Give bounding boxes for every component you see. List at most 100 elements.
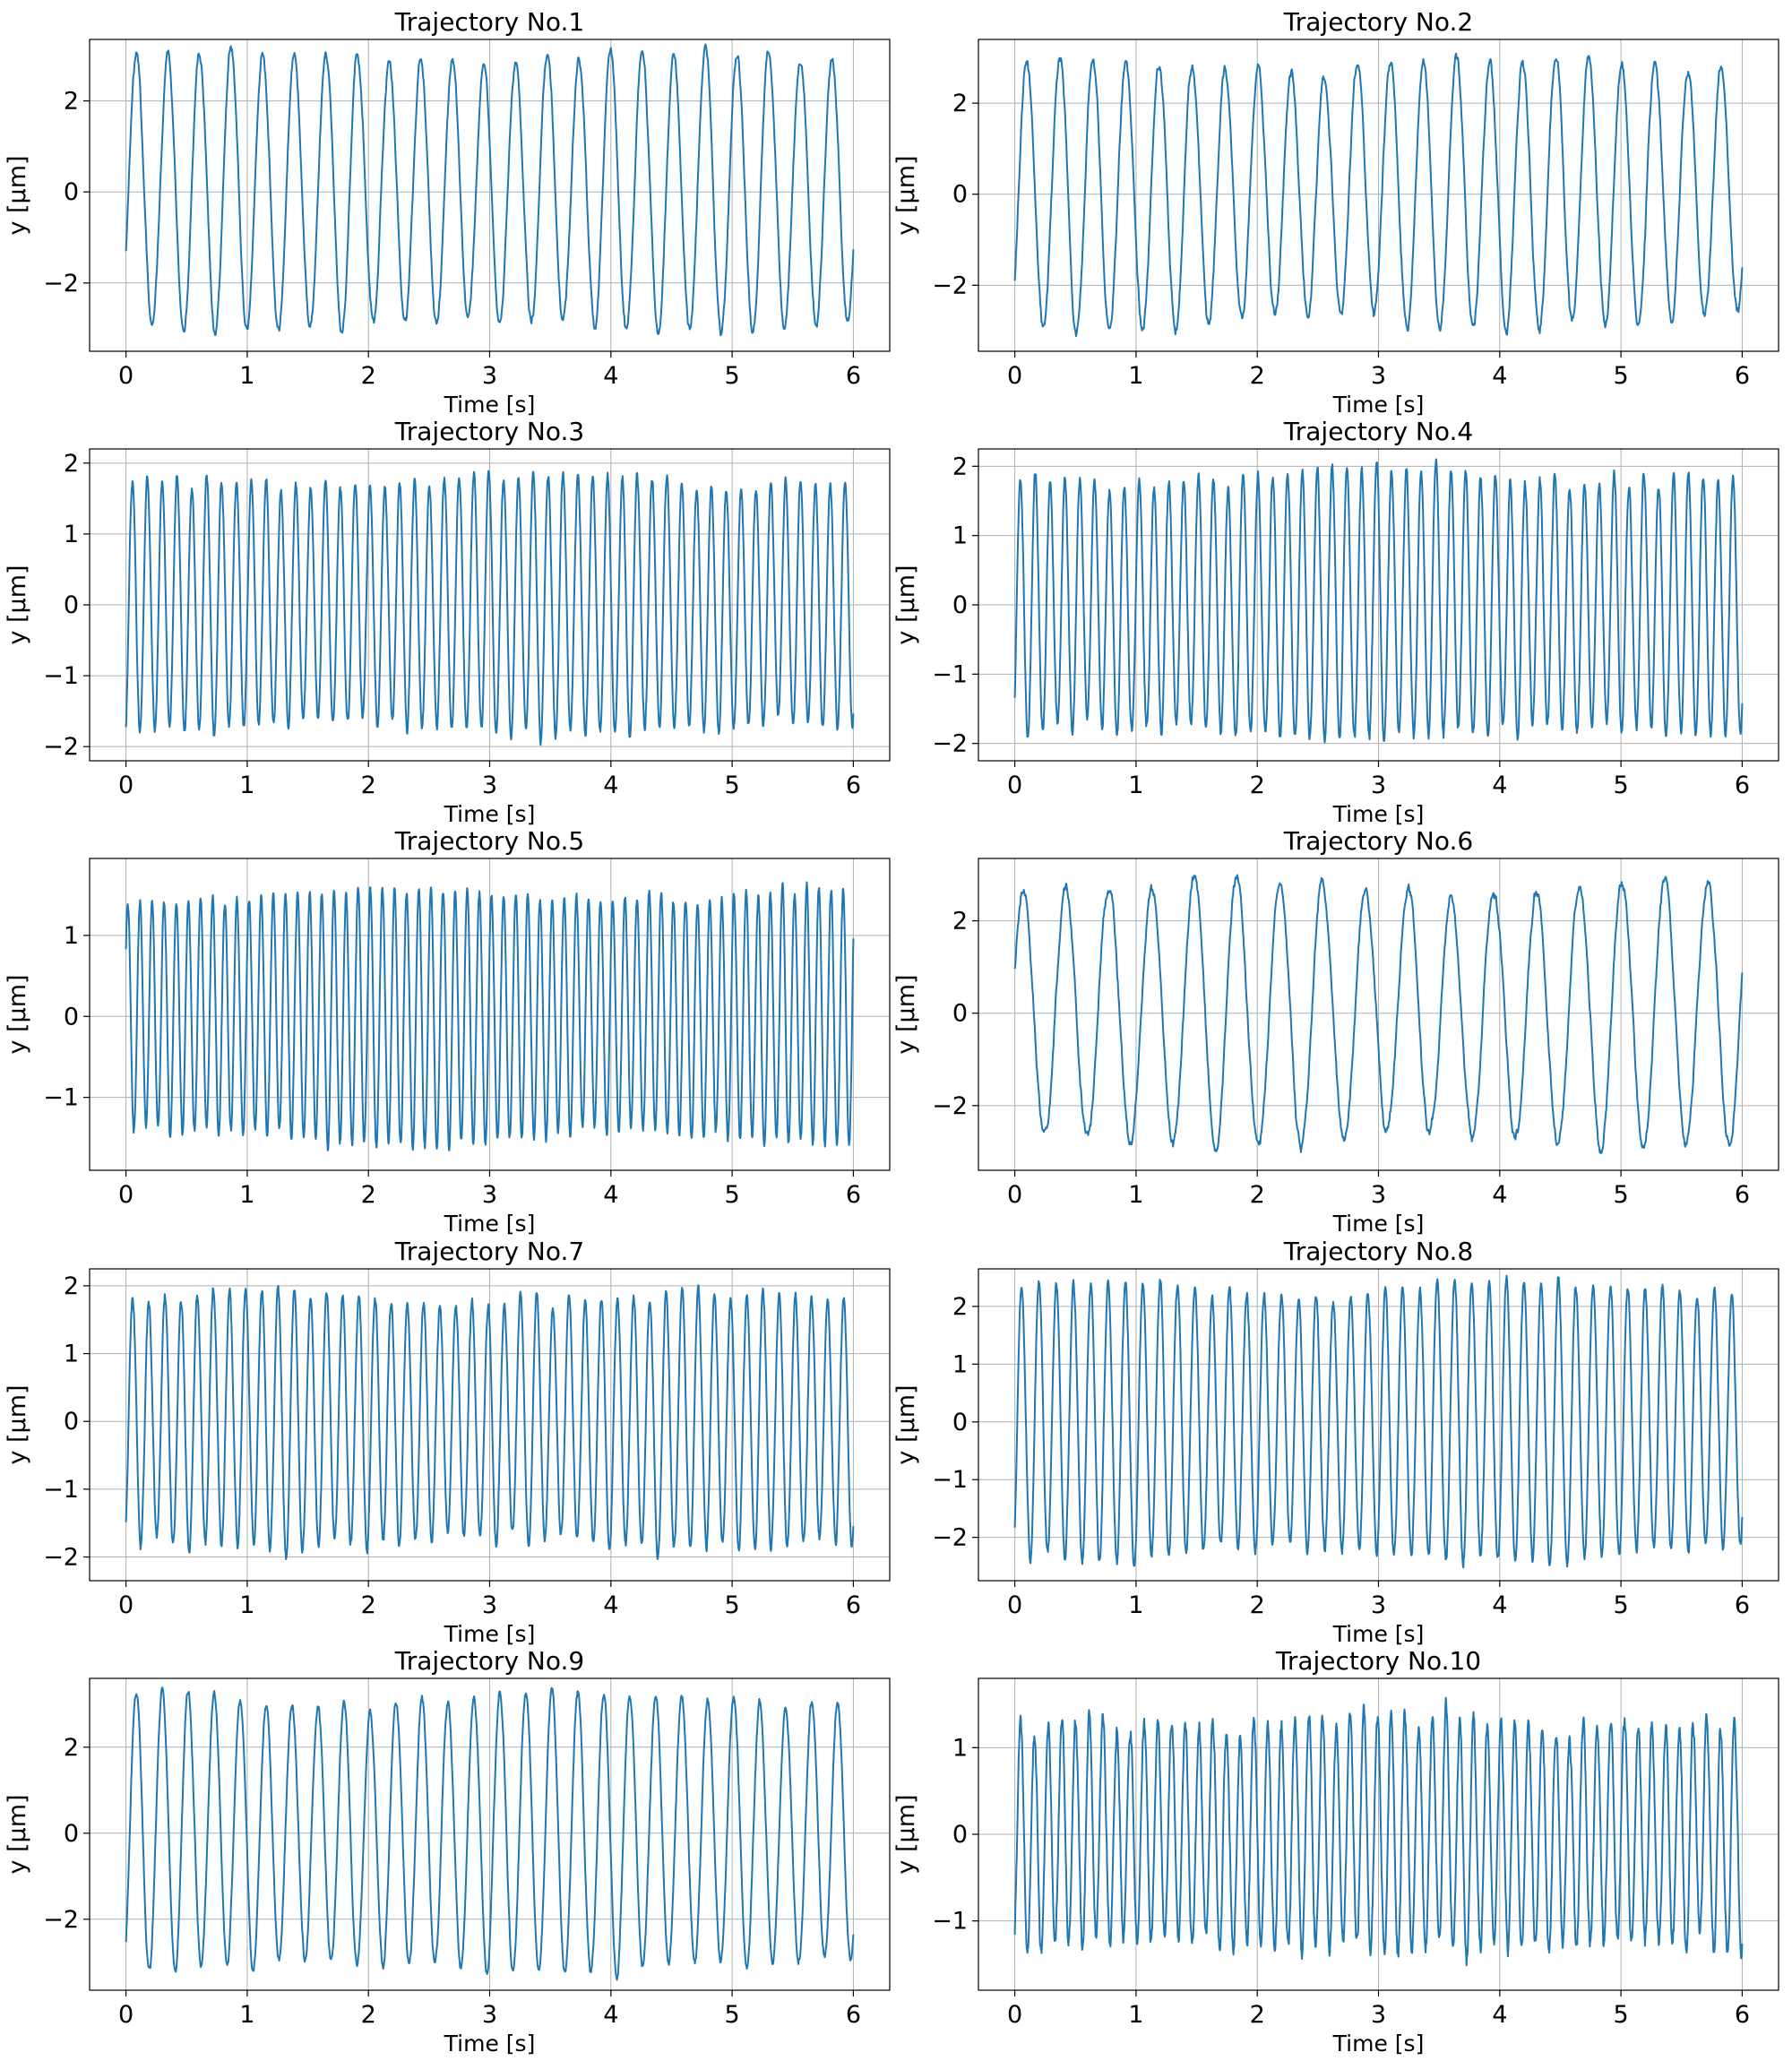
y-tick-label: 2: [952, 908, 968, 936]
x-tick-label: 5: [1614, 1181, 1629, 1209]
series-line: [125, 881, 855, 1151]
x-tick-label: 6: [846, 1591, 861, 1619]
x-axis-label: Time [s]: [444, 392, 536, 418]
y-tick-label: 0: [64, 1003, 79, 1030]
x-tick-label: 1: [1128, 1181, 1143, 1209]
x-axis-label: Time [s]: [1332, 392, 1425, 418]
x-tick-label: 2: [361, 2001, 376, 2029]
x-tick-label: 1: [239, 772, 254, 799]
x-tick-label: 4: [1492, 1591, 1507, 1619]
y-tick-label: 0: [952, 1821, 968, 1849]
x-tick-label: 5: [1614, 1591, 1629, 1619]
x-tick-label: 6: [1735, 362, 1750, 390]
x-tick-label: 5: [725, 2001, 740, 2029]
y-axis-label: y [μm]: [892, 565, 920, 644]
chart-title: Trajectory No.4: [1283, 417, 1473, 446]
x-tick-label: 5: [725, 362, 740, 390]
x-tick-label: 2: [361, 772, 376, 799]
x-axis-label: Time [s]: [444, 2031, 536, 2057]
y-axis-label: y [μm]: [892, 155, 920, 235]
subplot-5: 0 1 2 3 4 5 6 −1 0 1 Trajectory No.5 Time [s] y [μm]: [4, 826, 891, 1237]
y-tick-label: 0: [64, 1820, 79, 1848]
y-tick-label: 0: [952, 591, 968, 619]
y-axis-label: y [μm]: [4, 974, 31, 1054]
chart-title: Trajectory No.3: [394, 417, 584, 446]
y-axis-label: y [μm]: [4, 1794, 31, 1874]
series-line: [1013, 1696, 1744, 1967]
x-tick-label: 3: [1371, 1181, 1386, 1209]
x-tick-label: 6: [1735, 2001, 1750, 2029]
y-tick-label: 0: [64, 1408, 79, 1436]
y-tick-label: 0: [952, 1409, 968, 1436]
series-line: [125, 1284, 855, 1560]
x-tick-label: 0: [118, 1591, 134, 1619]
y-tick-label: −1: [932, 660, 968, 688]
chart-title: Trajectory No.8: [1283, 1237, 1473, 1266]
x-axis-label: Time [s]: [1332, 2031, 1425, 2057]
subplot-6: 0 1 2 3 4 5 6 −2 0 2 Trajectory No.6 Time [s] y [μm]: [892, 826, 1779, 1237]
y-tick-label: −1: [43, 662, 79, 690]
subplot-8: 0 1 2 3 4 5 6 −2 −1 0 1 2 Trajectory No.8 Time [s] y […: [892, 1237, 1779, 1647]
x-tick-label: 4: [603, 2001, 618, 2029]
x-tick-label: 1: [239, 2001, 254, 2029]
x-tick-label: 6: [1735, 772, 1750, 799]
x-tick-label: 6: [1735, 1591, 1750, 1619]
chart-title: Trajectory No.7: [394, 1237, 584, 1266]
y-tick-label: −1: [43, 1476, 79, 1504]
y-tick-label: 1: [64, 521, 79, 548]
series-line: [1013, 874, 1744, 1154]
x-axis-label: Time [s]: [1332, 1211, 1425, 1237]
x-tick-label: 1: [239, 1181, 254, 1209]
subplot-2: 0 1 2 3 4 5 6 −2 0 2 Trajectory No.2 Time [s] y [μm]: [892, 7, 1779, 418]
chart-title: Trajectory No.9: [394, 1646, 584, 1676]
x-tick-label: 3: [482, 2001, 497, 2029]
x-tick-label: 0: [1007, 1181, 1022, 1209]
x-axis-label: Time [s]: [1332, 801, 1425, 827]
x-tick-label: 3: [1371, 1591, 1386, 1619]
y-tick-label: −1: [43, 1084, 79, 1112]
y-tick-label: 2: [64, 88, 79, 116]
x-tick-label: 6: [1735, 1181, 1750, 1209]
series-line: [125, 470, 855, 746]
y-tick-label: −2: [43, 1906, 79, 1934]
x-tick-label: 3: [482, 362, 497, 390]
x-tick-label: 5: [1614, 772, 1629, 799]
series-line: [1013, 1274, 1744, 1569]
x-tick-label: 4: [1492, 2001, 1507, 2029]
subplot-4: 0 1 2 3 4 5 6 −2 −1 0 1 2 Trajectory No.4 Time [s] y […: [892, 417, 1779, 827]
y-tick-label: −2: [43, 270, 79, 298]
y-tick-label: 2: [64, 1272, 79, 1300]
x-tick-label: 1: [1128, 1591, 1143, 1619]
y-tick-label: −2: [932, 730, 968, 758]
y-tick-label: 1: [64, 922, 79, 950]
y-tick-label: 0: [64, 591, 79, 619]
x-axis-label: Time [s]: [444, 801, 536, 827]
y-tick-label: −1: [932, 1466, 968, 1494]
x-tick-label: 5: [725, 772, 740, 799]
x-tick-label: 6: [846, 772, 861, 799]
y-tick-label: 2: [952, 453, 968, 480]
x-tick-label: 3: [1371, 2001, 1386, 2029]
subplot-10: 0 1 2 3 4 5 6 −1 0 1 Trajectory No.10 Time [s] y [μm…: [892, 1646, 1779, 2057]
x-tick-label: 0: [118, 2001, 134, 2029]
y-tick-label: 2: [952, 1293, 968, 1321]
y-tick-label: −2: [43, 1544, 79, 1572]
x-tick-label: 5: [725, 1181, 740, 1209]
x-tick-label: 0: [118, 1181, 134, 1209]
y-axis-label: y [μm]: [4, 1384, 31, 1464]
x-axis-label: Time [s]: [1332, 1621, 1425, 1647]
y-tick-label: 2: [64, 450, 79, 478]
y-axis-label: y [μm]: [892, 1384, 920, 1464]
chart-title: Trajectory No.6: [1283, 826, 1473, 856]
y-tick-label: 1: [952, 1350, 968, 1378]
chart-title: Trajectory No.2: [1283, 7, 1473, 37]
chart-title: Trajectory No.10: [1275, 1646, 1481, 1676]
x-tick-label: 0: [118, 362, 134, 390]
x-tick-label: 4: [603, 1181, 618, 1209]
x-tick-label: 1: [1128, 362, 1143, 390]
x-tick-label: 5: [1614, 2001, 1629, 2029]
x-tick-label: 4: [1492, 362, 1507, 390]
y-tick-label: 1: [64, 1341, 79, 1368]
x-tick-label: 0: [1007, 772, 1022, 799]
y-tick-label: 0: [952, 1000, 968, 1028]
